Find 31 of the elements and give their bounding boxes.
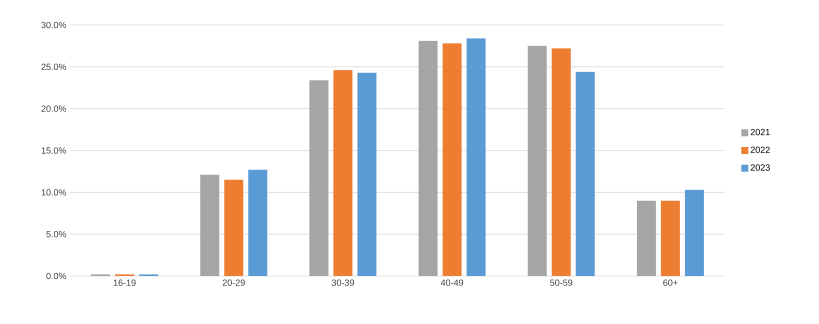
bar xyxy=(333,70,352,276)
y-tick-label: 5.0% xyxy=(46,230,66,238)
legend-label: 2022 xyxy=(750,146,770,153)
y-tick-label: 25.0% xyxy=(42,64,66,70)
bar xyxy=(418,40,438,276)
bar xyxy=(357,72,376,276)
x-tick-label: 60+ xyxy=(663,280,678,286)
bar xyxy=(442,43,462,276)
bar xyxy=(309,80,328,276)
y-tick-label: 0.0% xyxy=(46,272,66,280)
bar xyxy=(636,200,656,276)
y-tick-label: 20.0% xyxy=(42,105,66,112)
x-tick-label: 40-49 xyxy=(440,280,464,286)
bar xyxy=(528,46,547,276)
legend-label: 2021 xyxy=(750,128,770,136)
bar xyxy=(552,48,571,276)
bar xyxy=(248,170,268,276)
y-tick-label: 15.0% xyxy=(42,147,66,154)
bar xyxy=(660,200,680,276)
y-tick-label: 30.0% xyxy=(41,22,66,28)
bar xyxy=(466,38,486,276)
x-tick-label: 50-59 xyxy=(550,280,572,286)
x-tick-label: 16-19 xyxy=(114,280,136,286)
bar xyxy=(224,180,244,276)
bar xyxy=(576,72,595,276)
bar xyxy=(684,190,704,276)
x-tick-label: 30-39 xyxy=(332,280,354,286)
y-tick-label: 10.0% xyxy=(42,189,66,196)
bar xyxy=(200,174,220,276)
x-tick-label: 20-29 xyxy=(222,280,245,286)
legend-label: 2023 xyxy=(750,164,770,171)
